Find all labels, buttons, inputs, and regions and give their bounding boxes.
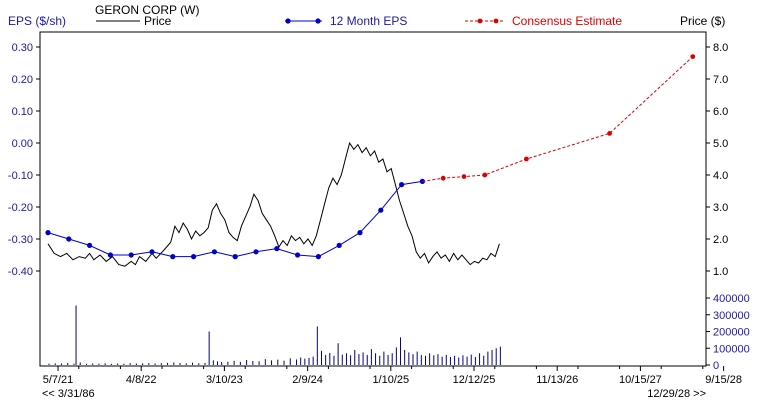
eps-point	[274, 246, 280, 252]
estimate-line	[422, 56, 694, 182]
estimate-point	[690, 54, 696, 59]
eps-tick-label: -0.10	[8, 170, 33, 182]
x-axis: 5/7/21 4/8/22 3/10/23 2/9/24 1/10/25 12/12/25…	[43, 366, 742, 386]
right-axis-title: Price ($)	[680, 14, 725, 28]
volume-tick-label: 400000	[713, 293, 750, 305]
eps-point	[336, 242, 342, 248]
x-tick-label: 11/13/26	[536, 374, 578, 386]
eps-point	[87, 242, 93, 248]
legend-estimate-marker-left	[477, 18, 483, 24]
eps-point	[378, 207, 384, 213]
volume-bars	[48, 305, 501, 365]
eps-tick-label: -0.20	[8, 202, 33, 214]
x-tick-label: 2/9/24	[292, 374, 323, 386]
eps-point	[149, 249, 155, 255]
eps-point	[170, 254, 176, 260]
x-tick-label: 9/15/28	[705, 374, 742, 386]
eps-point	[211, 249, 217, 255]
eps-point	[295, 252, 301, 258]
eps-tick-label: 0.20	[12, 74, 33, 86]
estimate-point	[461, 174, 467, 180]
price-tick-label: 7.0	[713, 74, 728, 86]
legend-price-label: Price	[144, 14, 172, 28]
company-name: GERON CORP (W)	[95, 3, 199, 17]
eps-point	[128, 252, 134, 258]
x-tick-label: 10/15/27	[619, 374, 662, 386]
volume-tick-label: 200000	[713, 327, 750, 339]
estimate-points	[440, 54, 696, 181]
volume-tick-label: 0	[713, 360, 719, 372]
range-end-label: 12/29/28 >>	[647, 388, 706, 400]
eps-tick-label: 0.10	[12, 106, 33, 118]
left-axis-title: EPS ($/sh)	[8, 14, 66, 28]
legend-eps-marker-right	[315, 18, 321, 24]
estimate-point	[482, 172, 488, 178]
price-tick-label: 6.0	[713, 106, 728, 118]
estimate-point	[607, 131, 612, 136]
price-tick-label: 5.0	[713, 138, 728, 150]
price-tick-label: 3.0	[713, 202, 728, 214]
eps-tick-label: -0.30	[8, 234, 33, 246]
eps-axis: 0.30 0.20 0.10 0.00 -0.10 -0.20 -0.30 -0.40	[8, 42, 40, 278]
x-tick-label: 12/12/25	[453, 374, 496, 386]
legend-estimate-marker-right	[493, 18, 499, 24]
price-tick-label: 2.0	[713, 234, 728, 246]
price-tick-label: 8.0	[713, 42, 728, 54]
estimate-point	[440, 175, 446, 181]
x-tick-label: 3/10/23	[206, 374, 243, 386]
range-start-label: << 3/31/86	[42, 388, 95, 400]
eps-point	[45, 230, 51, 236]
estimate-point	[524, 156, 529, 162]
eps-point	[107, 252, 113, 258]
plot-frame	[39, 31, 707, 367]
eps-line	[47, 180, 423, 258]
volume-tick-label: 100000	[713, 343, 750, 355]
header: EPS ($/sh) GERON CORP (W) Price 12 Month…	[8, 3, 725, 28]
eps-point	[66, 236, 72, 242]
eps-point	[315, 254, 321, 260]
x-tick-label: 5/7/21	[43, 374, 74, 386]
price-tick-label: 1.0	[713, 266, 728, 278]
eps-tick-label: 0.30	[12, 42, 33, 54]
eps-point	[399, 182, 405, 188]
eps-tick-label: -0.40	[8, 266, 33, 278]
legend-eps-label: 12 Month EPS	[330, 14, 407, 28]
eps-tick-label: 0.00	[12, 138, 33, 150]
price-axis: 8.0 7.0 6.0 5.0 4.0 3.0 2.0 1.0	[706, 42, 728, 278]
volume-axis: 400000 300000 200000 100000 0	[706, 293, 750, 372]
price-tick-label: 4.0	[713, 170, 728, 182]
price-line	[47, 141, 500, 267]
x-tick-label: 1/10/25	[372, 374, 409, 386]
x-tick-label: 4/8/22	[126, 374, 157, 386]
volume-tick-label: 300000	[713, 310, 750, 322]
eps-points	[45, 178, 425, 260]
eps-point	[357, 230, 363, 236]
legend-estimate-label: Consensus Estimate	[512, 14, 622, 28]
eps-point	[232, 254, 238, 260]
legend-eps-marker-left	[285, 18, 291, 24]
eps-point	[191, 254, 197, 260]
eps-point	[253, 249, 259, 255]
